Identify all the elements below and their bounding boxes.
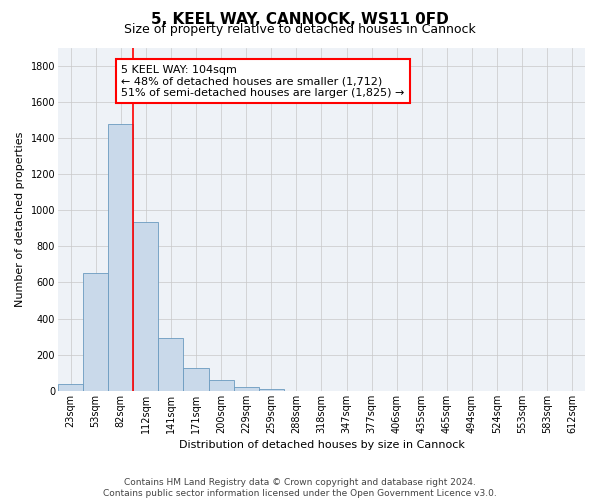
Bar xyxy=(83,274,108,391)
Bar xyxy=(133,222,158,391)
Text: Size of property relative to detached houses in Cannock: Size of property relative to detached ho… xyxy=(124,22,476,36)
Text: Contains HM Land Registry data © Crown copyright and database right 2024.
Contai: Contains HM Land Registry data © Crown c… xyxy=(103,478,497,498)
Text: 5 KEEL WAY: 104sqm
← 48% of detached houses are smaller (1,712)
51% of semi-deta: 5 KEEL WAY: 104sqm ← 48% of detached hou… xyxy=(121,64,404,98)
X-axis label: Distribution of detached houses by size in Cannock: Distribution of detached houses by size … xyxy=(179,440,464,450)
Y-axis label: Number of detached properties: Number of detached properties xyxy=(15,132,25,307)
Bar xyxy=(209,380,233,391)
Bar xyxy=(259,388,284,391)
Text: 5, KEEL WAY, CANNOCK, WS11 0FD: 5, KEEL WAY, CANNOCK, WS11 0FD xyxy=(151,12,449,28)
Bar xyxy=(58,384,83,391)
Bar xyxy=(233,388,259,391)
Bar xyxy=(158,338,184,391)
Bar xyxy=(184,368,209,391)
Bar xyxy=(108,124,133,391)
